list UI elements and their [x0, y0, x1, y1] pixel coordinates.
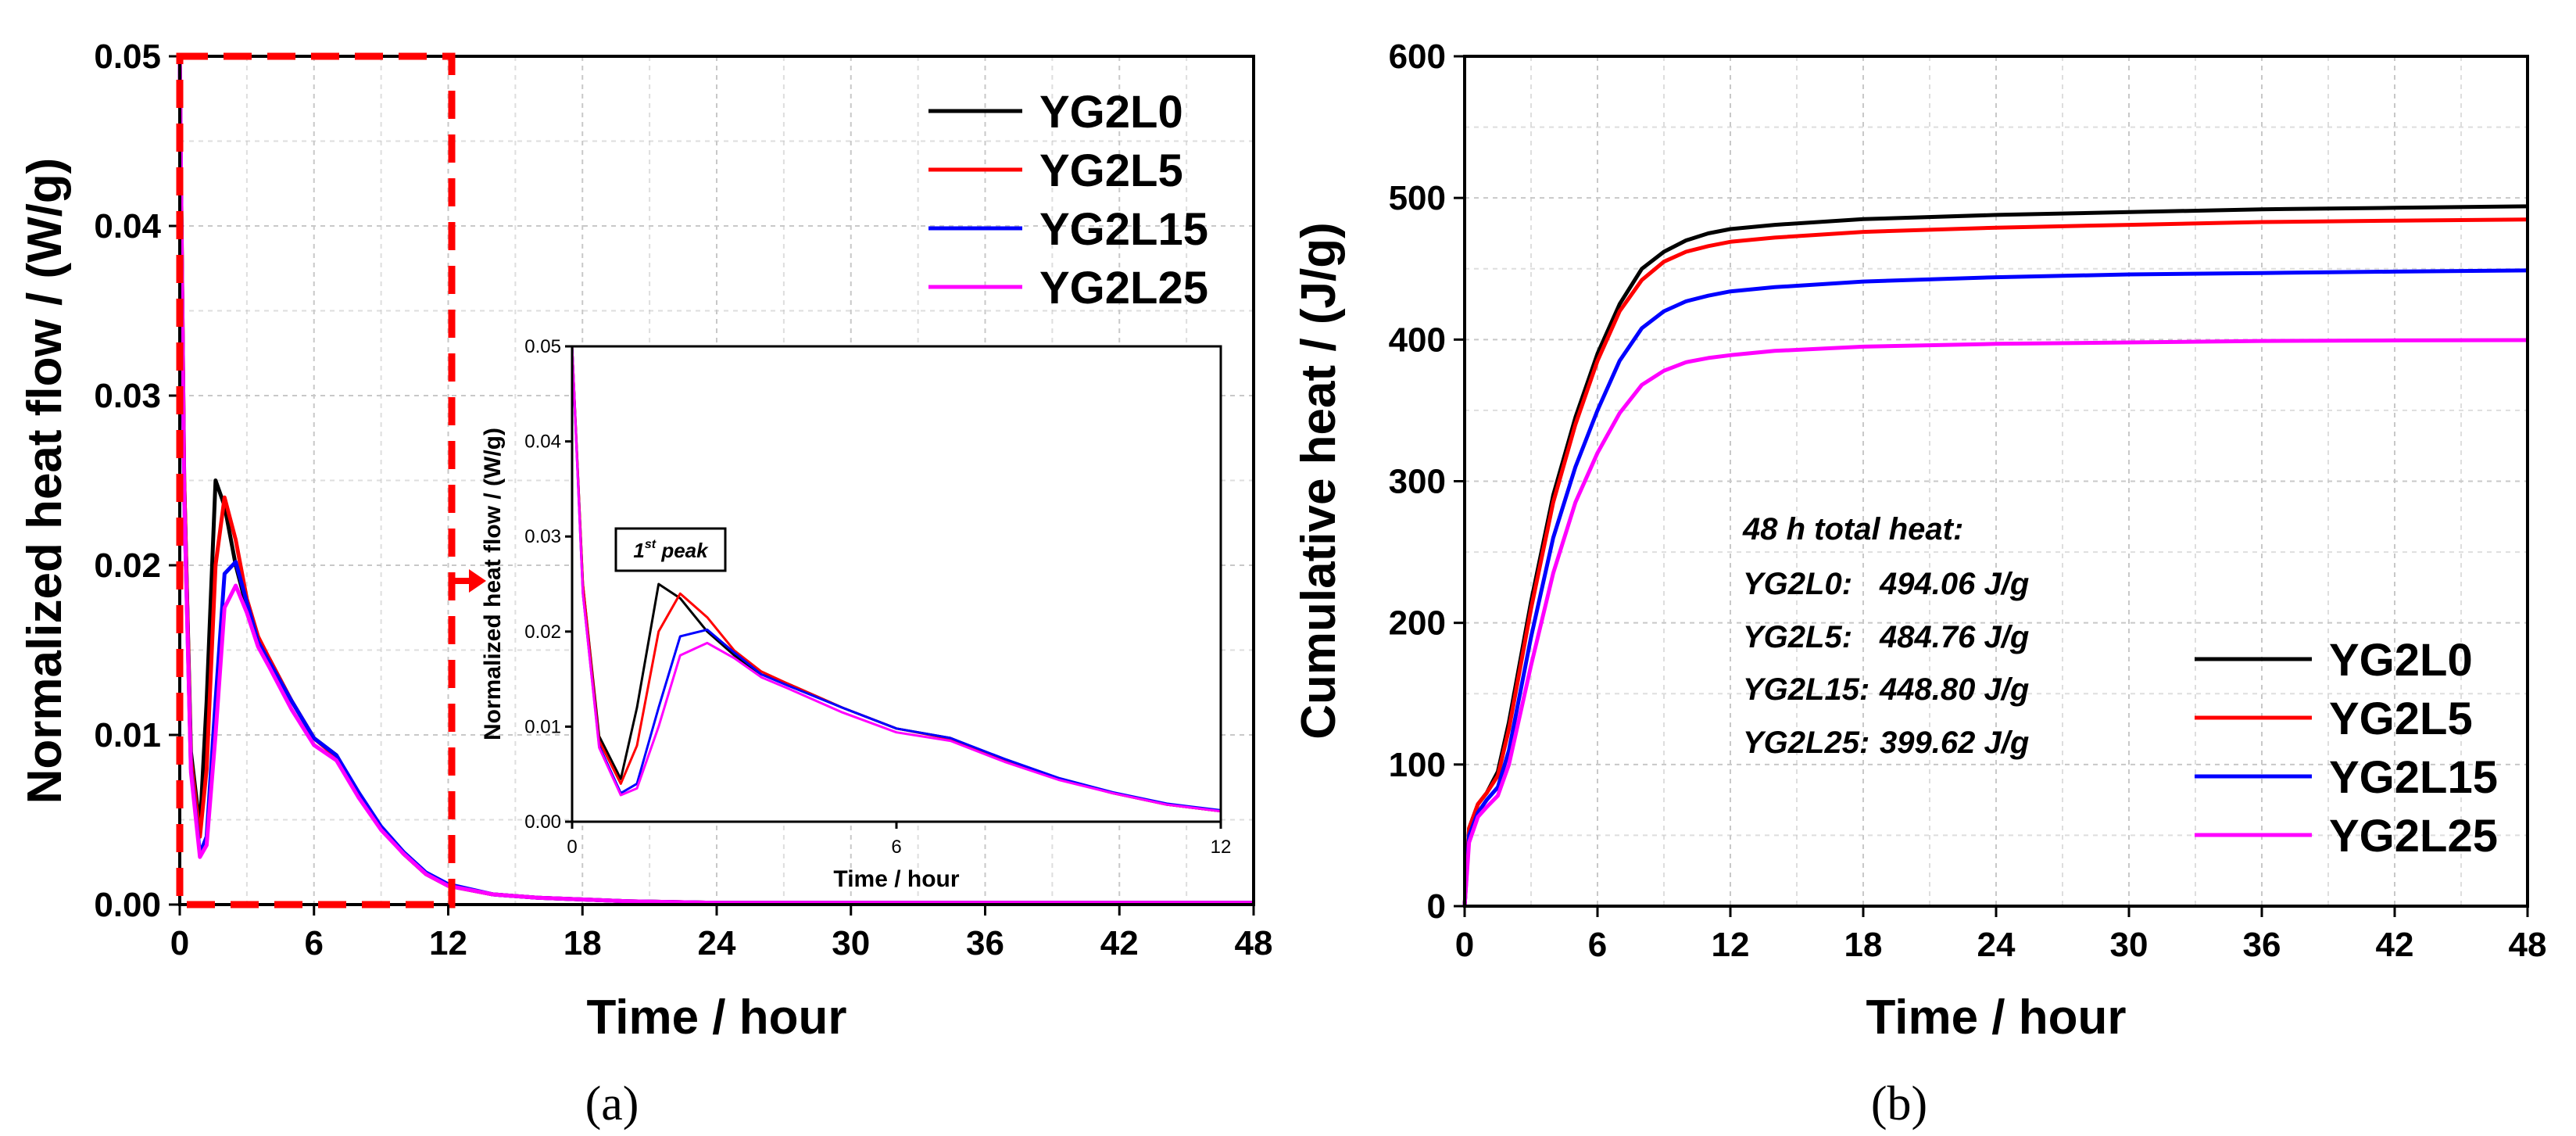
inset-background [572, 346, 1221, 822]
annotation-label-yg2l25: YG2L25: [1743, 726, 1869, 760]
x-tick-label: 36 [2243, 926, 2281, 964]
y-tick-label: 0 [1427, 887, 1446, 926]
panel-a-x-axis-label: Time / hour [586, 991, 846, 1045]
x-tick-label: 48 [2509, 926, 2547, 964]
x-tick-label: 6 [305, 924, 324, 962]
panel-b-y-axis-label: Cumulative heat / (J/g) [1292, 222, 1346, 739]
y-tick-label: 0.03 [94, 377, 161, 415]
panel-a-label: (a) [585, 1077, 639, 1131]
inset-x-axis-label: Time / hour [833, 866, 959, 892]
y-tick-label: 100 [1389, 746, 1446, 784]
x-tick-label: 18 [1844, 926, 1883, 964]
y-tick-label: 0.00 [94, 886, 161, 924]
y-tick-label: 0.02 [524, 622, 561, 643]
panel-b-y-ticks: 0 100 200 300 400 500 600 [1389, 38, 1465, 926]
first-peak-label-box [614, 527, 727, 572]
x-tick-label: 0 [1455, 926, 1474, 964]
y-tick-label: 600 [1389, 38, 1446, 76]
panel-b-x-axis-label: Time / hour [1866, 991, 2126, 1045]
annotation-value-yg2l0: 494.06 J/g [1879, 567, 2029, 601]
y-tick-label: 0.01 [524, 716, 561, 737]
y-tick-label: 0.00 [524, 812, 561, 833]
legend-label-yg2l5: YG2L5 [1039, 145, 1183, 196]
x-tick-label: 24 [1977, 926, 2016, 964]
panel-a-y-axis-label: Normalized heat flow / (W/g) [18, 158, 72, 805]
series-line-yg2l25 [1462, 338, 2528, 907]
legend-label-yg2l15: YG2L15 [2329, 752, 2498, 803]
panel-b-cumulative-heat-chart: 0 6 12 18 24 30 36 42 48 0 100 200 300 400 500 600 Tim… [1292, 38, 2546, 1131]
x-tick-label: 6 [1588, 926, 1607, 964]
zoom-highlight-box [176, 52, 456, 908]
annotation-label-yg2l0: YG2L0: [1743, 567, 1852, 601]
series-line-yg2l25 [177, 56, 1254, 905]
x-tick-label: 36 [966, 924, 1004, 962]
y-tick-label: 300 [1389, 463, 1446, 501]
panel-a-legend: YG2L0 YG2L5 YG2L15 YG2L25 [928, 87, 1208, 314]
legend-label-yg2l25: YG2L25 [2329, 811, 2498, 862]
legend-label-yg2l5: YG2L5 [2329, 693, 2473, 744]
annotation-value-yg2l25: 399.62 J/g [1880, 726, 2029, 760]
y-tick-label: 500 [1389, 179, 1446, 217]
panel-b-label: (b) [1871, 1077, 1927, 1131]
x-tick-label: 0 [170, 924, 189, 962]
legend-label-yg2l15: YG2L15 [1039, 204, 1208, 255]
inset-chart: 0 6 12 0.00 0.01 0.02 0.03 0.04 0.05 Time / hou… [480, 336, 1231, 892]
annotation-label-yg2l5: YG2L5: [1743, 620, 1852, 654]
x-tick-label: 12 [1712, 926, 1750, 964]
x-tick-label: 6 [891, 837, 901, 858]
panel-b-legend: YG2L0 YG2L5 YG2L15 YG2L25 [2195, 635, 2498, 862]
x-tick-label: 42 [2376, 926, 2414, 964]
first-peak-label: 1st peak [633, 538, 709, 562]
panel-b-series-lines [1462, 204, 2528, 907]
x-tick-label: 30 [832, 924, 870, 962]
x-tick-label: 0 [567, 837, 577, 858]
inset-x-ticks: 0 6 12 [567, 822, 1231, 858]
series-line-yg2l25 [571, 346, 1222, 813]
legend-label-yg2l25: YG2L25 [1039, 263, 1208, 314]
series-line-yg2l5 [1462, 217, 2528, 907]
panel-a-y-ticks: 0.00 0.01 0.02 0.03 0.04 0.05 [94, 38, 180, 924]
panel-a-heat-flow-chart: 0 6 12 18 24 30 36 42 48 0.000.010.020.030.040.0… [18, 38, 1272, 1131]
x-tick-label: 12 [1211, 837, 1232, 858]
x-tick-label: 24 [698, 924, 736, 962]
panel-b-x-ticks: 0 6 12 18 24 30 36 42 48 [1455, 906, 2547, 964]
first-peak-rest: peak [656, 539, 709, 562]
x-tick-label: 30 [2110, 926, 2148, 964]
annotation-title: 48 h total heat: [1742, 512, 1963, 546]
y-tick-label: 0.03 [524, 526, 561, 547]
first-peak-sup: st [645, 538, 657, 551]
y-tick-label: 0.02 [94, 546, 161, 585]
y-tick-label: 400 [1389, 321, 1446, 359]
y-tick-label: 0.01 [94, 716, 161, 754]
annotation-value-yg2l5: 484.76 J/g [1879, 620, 2029, 654]
series-line-yg2l15 [1462, 268, 2528, 907]
annotation-value-yg2l15: 448.80 J/g [1879, 672, 2029, 707]
y-tick-label: 200 [1389, 604, 1446, 643]
first-peak-num: 1 [633, 539, 644, 562]
annotation-label-yg2l15: YG2L15: [1743, 672, 1869, 707]
y-tick-label: 0.04 [524, 432, 561, 453]
y-tick-label: 0.04 [94, 207, 161, 245]
x-tick-label: 42 [1100, 924, 1139, 962]
panel-a-x-ticks: 0 6 12 18 24 30 36 42 48 [170, 905, 1273, 962]
legend-label-yg2l0: YG2L0 [1039, 87, 1183, 138]
inset-y-axis-label: Normalized heat flow / (W/g) [480, 428, 506, 740]
panel-a-series-lines [177, 56, 1254, 905]
zoom-arrow-head [469, 569, 486, 593]
inset-series-lines [571, 346, 1222, 813]
x-tick-label: 18 [564, 924, 602, 962]
total-heat-annotation: 48 h total heat: YG2L0: 494.06 J/g YG2L5… [1742, 512, 2029, 760]
x-tick-label: 12 [429, 924, 467, 962]
x-tick-label: 48 [1235, 924, 1273, 962]
y-tick-label: 0.05 [94, 38, 161, 76]
inset-y-ticks: 0.00 0.01 0.02 0.03 0.04 0.05 [524, 336, 572, 833]
legend-label-yg2l0: YG2L0 [2329, 635, 2473, 686]
y-tick-label: 0.05 [524, 336, 561, 357]
